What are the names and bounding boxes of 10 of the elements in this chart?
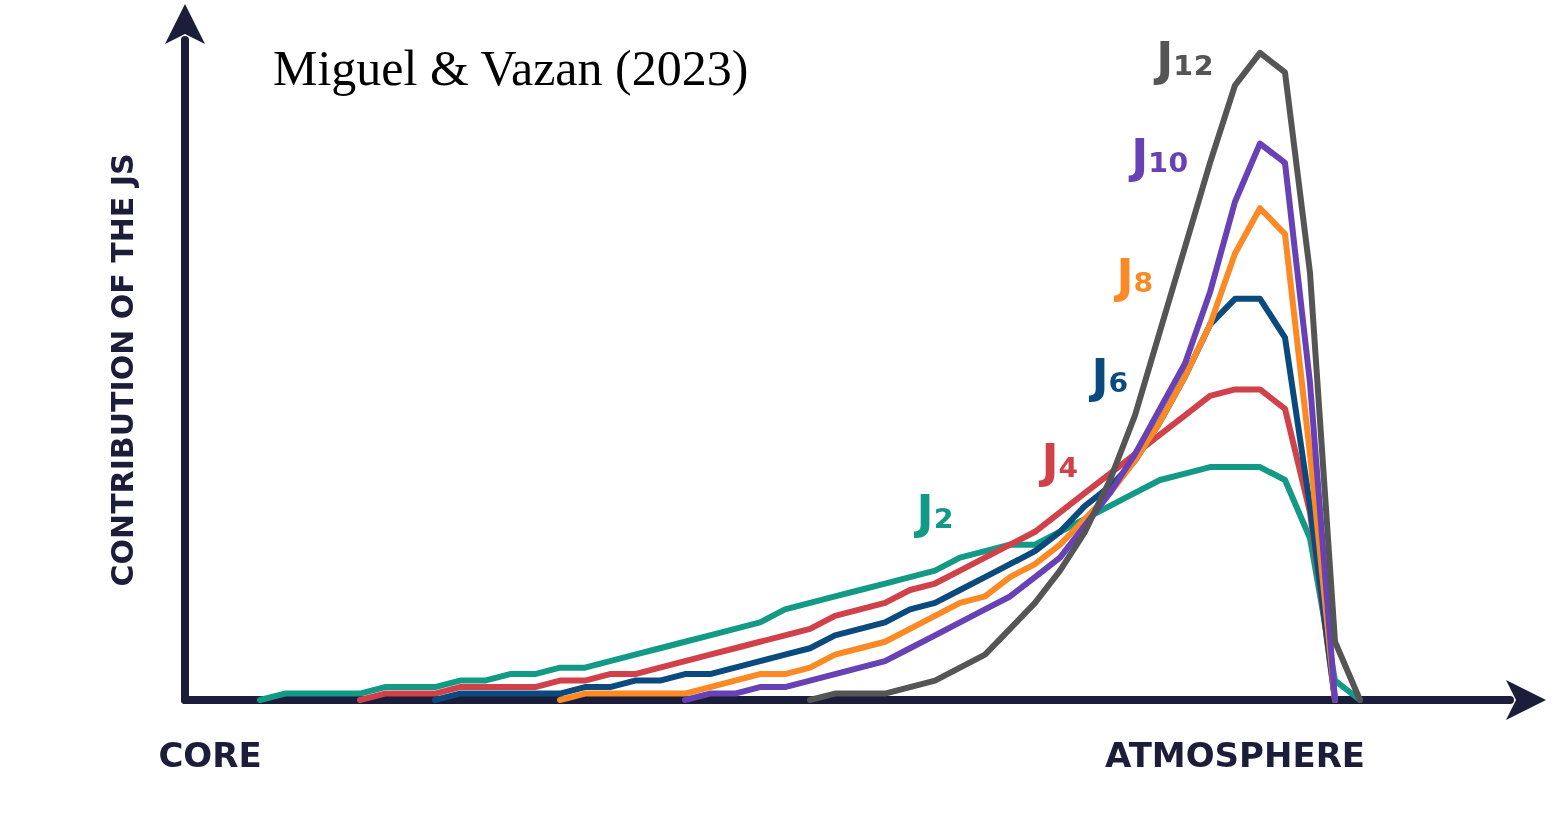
chart-title: Miguel & Vazan (2023) — [273, 40, 749, 96]
y-axis-title: CONTRIBUTION OF THE JS — [104, 153, 140, 587]
series-label: J₁₀ — [1128, 129, 1189, 184]
series-label: J₂ — [913, 485, 954, 540]
x-tick-label: CORE — [158, 735, 262, 775]
series-label: J₁₂ — [1153, 32, 1214, 87]
series-label: J₈ — [1113, 249, 1154, 304]
series-label: J₄ — [1038, 433, 1079, 488]
x-tick-label: ATMOSPHERE — [1104, 735, 1366, 775]
series-label: J₆ — [1088, 349, 1129, 404]
